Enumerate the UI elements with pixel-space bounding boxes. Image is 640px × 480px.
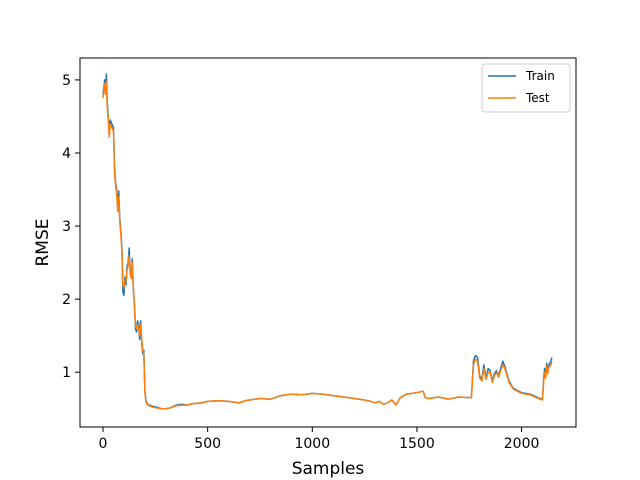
legend-label-train: Train [525, 69, 555, 83]
x-tick-label: 2000 [504, 436, 540, 452]
x-tick-label: 0 [99, 436, 108, 452]
y-tick-label: 1 [62, 365, 71, 381]
legend: Train Test [481, 63, 571, 113]
y-axis-ticks: 1 2 3 4 5 [62, 73, 80, 381]
x-tick-label: 500 [194, 436, 221, 452]
y-tick-label: 2 [62, 292, 71, 308]
plot-area [79, 57, 577, 428]
axes-frame [79, 57, 577, 428]
x-axis-label: Samples [292, 459, 365, 479]
x-axis-ticks: 0 500 1000 1500 2000 [99, 427, 540, 452]
y-tick-label: 5 [62, 73, 71, 89]
series-line-test [102, 80, 553, 410]
y-tick-label: 3 [62, 219, 71, 235]
y-axis-label: RMSE [33, 218, 53, 266]
legend-label-test: Test [525, 91, 550, 105]
x-tick-label: 1500 [399, 436, 435, 452]
x-tick-label: 1000 [294, 436, 330, 452]
y-tick-label: 4 [62, 146, 71, 162]
series-layer [102, 73, 553, 410]
